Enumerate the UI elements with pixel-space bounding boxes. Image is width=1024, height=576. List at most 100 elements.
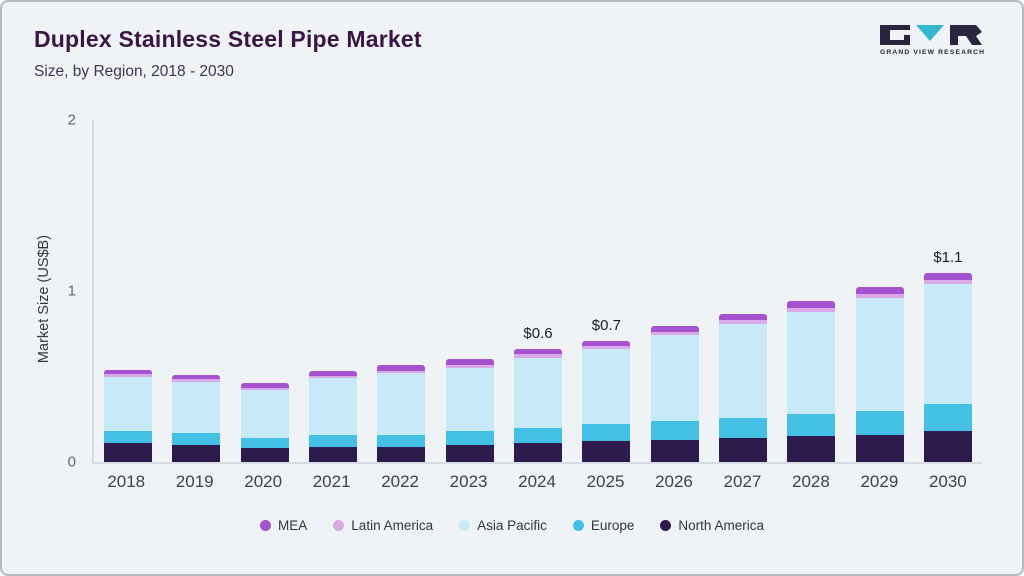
segment-north-america (377, 446, 426, 462)
segment-europe (240, 438, 289, 449)
brand-logo: GRAND VIEW RESEARCH (880, 24, 986, 56)
segment-europe (650, 420, 699, 440)
segment-asia-pacific (514, 357, 563, 428)
bar-column-2029 (845, 120, 913, 462)
segment-europe (172, 432, 221, 445)
segment-asia-pacific (240, 390, 289, 439)
x-tick-label-2019: 2019 (175, 472, 214, 491)
segment-europe (514, 427, 563, 444)
segment-asia-pacific (718, 323, 767, 418)
bar-column-2030: $1.1 (914, 120, 982, 462)
x-tick-label-2018: 2018 (107, 472, 146, 491)
bar-column-2025: $0.7 (572, 120, 640, 462)
segment-latin-america (172, 379, 221, 382)
bar-column-2019 (162, 120, 230, 462)
segment-europe (309, 434, 358, 447)
legend-label-north-america: North America (678, 518, 764, 533)
segment-latin-america (240, 387, 289, 391)
segment-mea (650, 326, 699, 333)
stacked-bar-2026 (650, 326, 699, 462)
legend-item-asia-pacific: Asia Pacific (459, 518, 547, 533)
segment-north-america (240, 448, 289, 462)
x-tick-label-2020: 2020 (244, 472, 283, 491)
bar-column-2028 (777, 120, 845, 462)
bar-value-label: $0.7 (591, 316, 621, 334)
segment-europe (582, 424, 631, 442)
segment-europe (923, 403, 972, 432)
stacked-bar-2024 (514, 349, 563, 462)
x-tick-label-2025: 2025 (586, 472, 625, 491)
segment-asia-pacific (650, 335, 699, 421)
segment-latin-america (855, 293, 904, 298)
segment-north-america (172, 444, 221, 462)
legend-label-mea: MEA (278, 518, 308, 533)
legend-item-north-america: North America (660, 518, 764, 533)
x-tick-label-2027: 2027 (723, 472, 762, 491)
legend-label-latin-america: Latin America (351, 518, 434, 533)
brand-logo-icon (880, 25, 982, 45)
segment-north-america (514, 443, 563, 462)
stacked-bar-2020 (240, 383, 289, 462)
segment-north-america (718, 438, 767, 462)
stacked-bar-2029 (855, 286, 904, 462)
segment-latin-america (104, 373, 153, 377)
legend-dot-asia-pacific (459, 520, 471, 531)
segment-north-america (855, 434, 904, 462)
x-tick-label-2023: 2023 (449, 472, 488, 491)
segment-latin-america (445, 364, 494, 368)
legend-dot-europe (572, 520, 584, 531)
chart-title: Duplex Stainless Steel Pipe Market (34, 26, 422, 52)
segment-asia-pacific (309, 378, 358, 435)
segment-europe (377, 434, 426, 447)
segment-europe (718, 417, 767, 439)
bar-column-2020 (231, 120, 299, 462)
segment-europe (855, 410, 904, 435)
segment-latin-america (718, 320, 767, 324)
segment-latin-america (650, 332, 699, 336)
segment-north-america (923, 431, 972, 462)
bar-column-2021 (299, 120, 367, 462)
segment-mea (855, 286, 904, 294)
y-axis-ticks: 0 1 2 (60, 112, 84, 471)
segment-asia-pacific (172, 381, 221, 433)
x-tick-label-2024: 2024 (518, 472, 556, 491)
stacked-bar-2022 (377, 365, 426, 462)
stacked-bar-2030 (923, 273, 972, 462)
legend-item-europe: Europe (572, 518, 635, 533)
segment-mea (514, 349, 563, 355)
bar-column-2026 (641, 120, 709, 462)
x-tick-label-2021: 2021 (312, 472, 351, 491)
segment-asia-pacific (445, 367, 494, 432)
segment-mea (582, 340, 631, 346)
y-tick-label-1: 1 (67, 282, 76, 300)
stacked-bar-2018 (104, 369, 153, 462)
segment-mea (240, 383, 289, 388)
segment-asia-pacific (104, 376, 153, 432)
bar-value-label: $0.6 (523, 325, 553, 343)
segment-north-america (104, 443, 153, 462)
segment-mea (445, 359, 494, 365)
legend-dot-north-america (660, 520, 672, 531)
segment-north-america (309, 446, 358, 462)
segment-asia-pacific (787, 311, 836, 415)
bars-container: $0.6 $0.7 $1.1 (94, 120, 982, 462)
segment-europe (445, 431, 494, 445)
x-tick-label-2028: 2028 (792, 472, 830, 491)
legend-item-latin-america: Latin America (333, 518, 433, 533)
segment-latin-america (582, 345, 631, 350)
segment-asia-pacific (855, 297, 904, 411)
bar-column-2018 (94, 120, 162, 462)
segment-latin-america (923, 279, 972, 285)
segment-asia-pacific (582, 349, 631, 425)
segment-europe (104, 431, 153, 444)
segment-north-america (787, 436, 836, 462)
segment-mea (377, 365, 426, 371)
segment-mea (104, 369, 153, 374)
y-tick-label-2: 2 (67, 111, 76, 129)
segment-latin-america (377, 370, 426, 374)
brand-logo-text: GRAND VIEW RESEARCH (880, 49, 986, 56)
legend-label-europe: Europe (590, 518, 635, 533)
bar-column-2022 (367, 120, 435, 462)
y-tick-label-0: 0 (67, 453, 76, 471)
